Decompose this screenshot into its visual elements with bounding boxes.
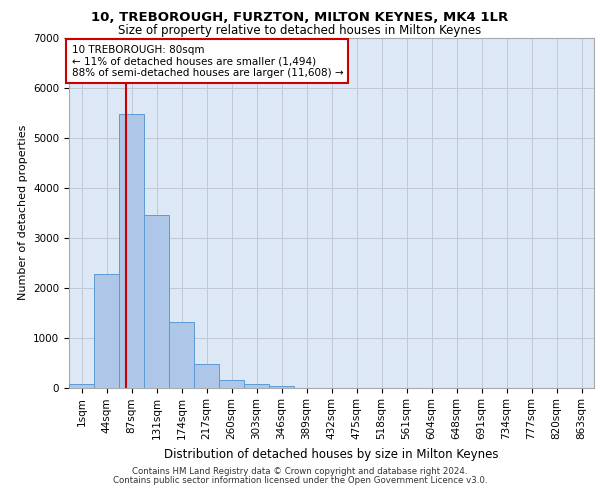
Y-axis label: Number of detached properties: Number of detached properties [17,125,28,300]
Bar [144,215,169,388]
Bar [219,380,244,388]
Bar [269,386,294,388]
Text: Size of property relative to detached houses in Milton Keynes: Size of property relative to detached ho… [118,24,482,37]
Bar [244,384,269,388]
Bar [194,364,219,388]
Text: 10, TREBOROUGH, FURZTON, MILTON KEYNES, MK4 1LR: 10, TREBOROUGH, FURZTON, MILTON KEYNES, … [91,11,509,24]
Text: Contains HM Land Registry data © Crown copyright and database right 2024.: Contains HM Land Registry data © Crown c… [132,467,468,476]
X-axis label: Distribution of detached houses by size in Milton Keynes: Distribution of detached houses by size … [164,448,499,460]
Text: 10 TREBOROUGH: 80sqm
← 11% of detached houses are smaller (1,494)
88% of semi-de: 10 TREBOROUGH: 80sqm ← 11% of detached h… [71,44,343,78]
Bar [119,114,144,388]
Bar [169,322,194,388]
Bar [94,274,119,388]
Text: Contains public sector information licensed under the Open Government Licence v3: Contains public sector information licen… [113,476,487,485]
Bar [69,384,94,388]
